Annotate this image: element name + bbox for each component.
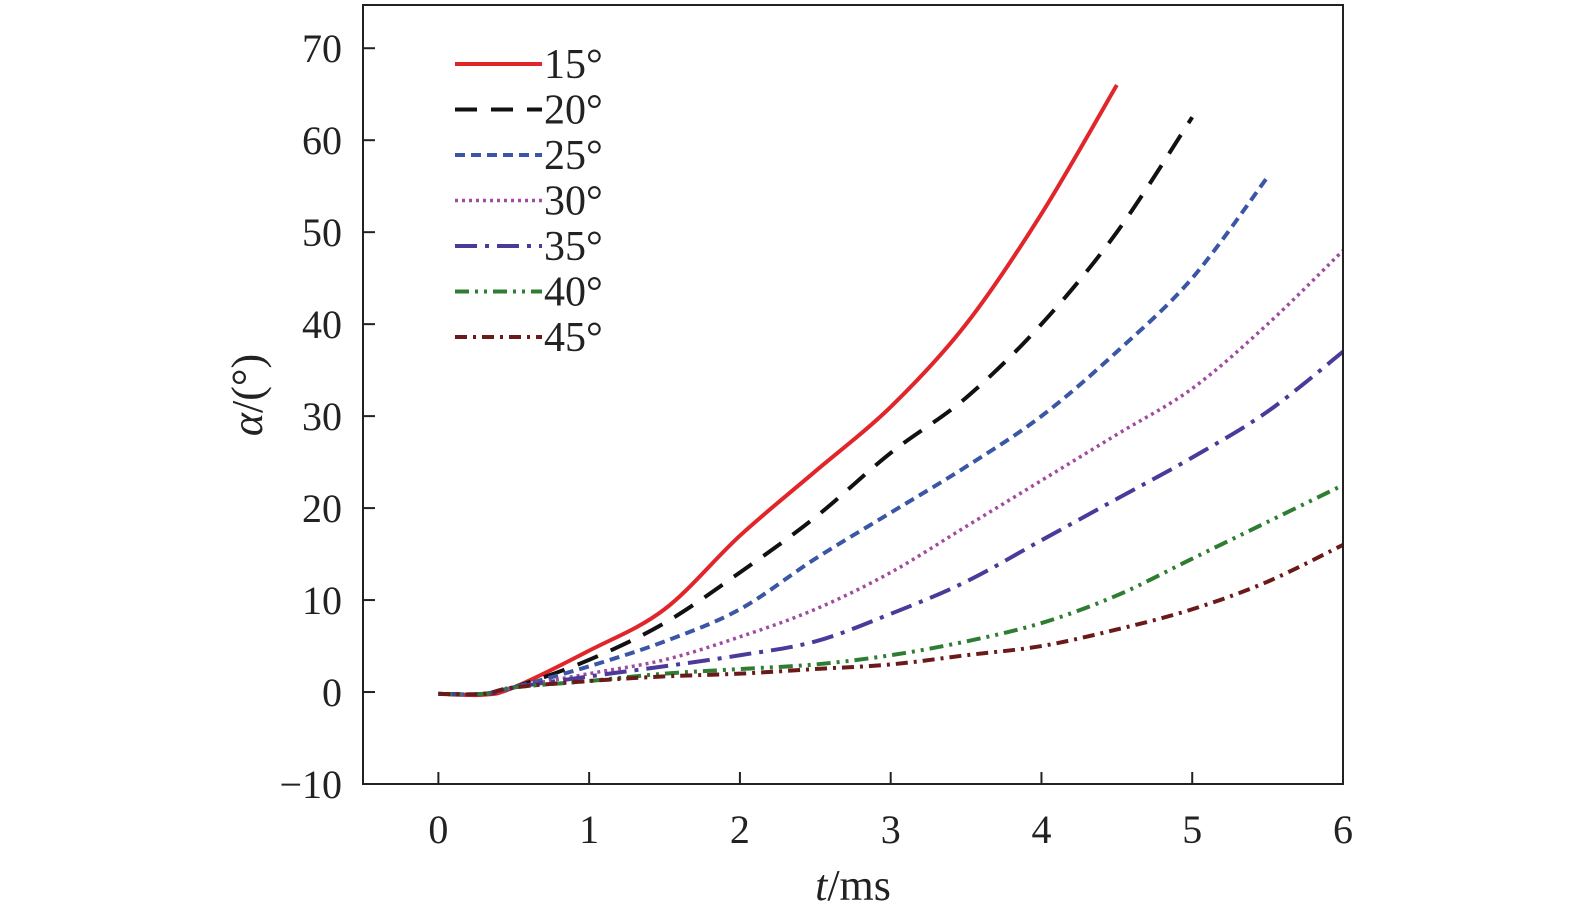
x-tick-label: 2 [730,807,750,852]
x-tick-label: 6 [1333,807,1353,852]
y-tick-label: 50 [302,210,342,255]
plot-frame [362,4,1344,785]
y-tick-label: 10 [302,578,342,623]
series-line-3 [438,175,1270,697]
series-layer [438,84,1345,698]
series-line-6 [438,483,1344,697]
y-tick-label: 40 [302,302,342,347]
legend-label: 25° [544,133,603,179]
x-tick-label: 0 [428,807,448,852]
series-line-7 [438,543,1344,697]
y-tick-label: −10 [279,762,342,807]
legend: 15°20°25°30°35°40°45° [455,42,603,361]
x-tick-label: 5 [1182,807,1202,852]
y-tick-label: 70 [302,26,342,71]
legend-label: 15° [544,42,603,88]
y-tick-label: 20 [302,486,342,531]
y-axis-label: α/(°) [223,354,272,436]
ticks-layer: 0 1 2 3 4 5 6 −10 0 10 20 30 40 50 60 70 [279,26,1353,852]
x-tick-label: 1 [579,807,599,852]
legend-label: 45° [544,315,603,361]
x-axis-label: t/ms [815,861,891,910]
y-tick-label: 30 [302,394,342,439]
x-tick-label: 3 [881,807,901,852]
series-line-5 [438,350,1345,697]
y-tick-label: 0 [322,670,342,715]
legend-label: 30° [544,179,603,225]
x-tick-label: 4 [1031,807,1051,852]
legend-label: 20° [544,88,603,134]
series-line-1 [438,84,1119,698]
legend-label: 40° [544,270,603,316]
y-tick-label: 60 [302,118,342,163]
legend-label: 35° [544,224,603,270]
